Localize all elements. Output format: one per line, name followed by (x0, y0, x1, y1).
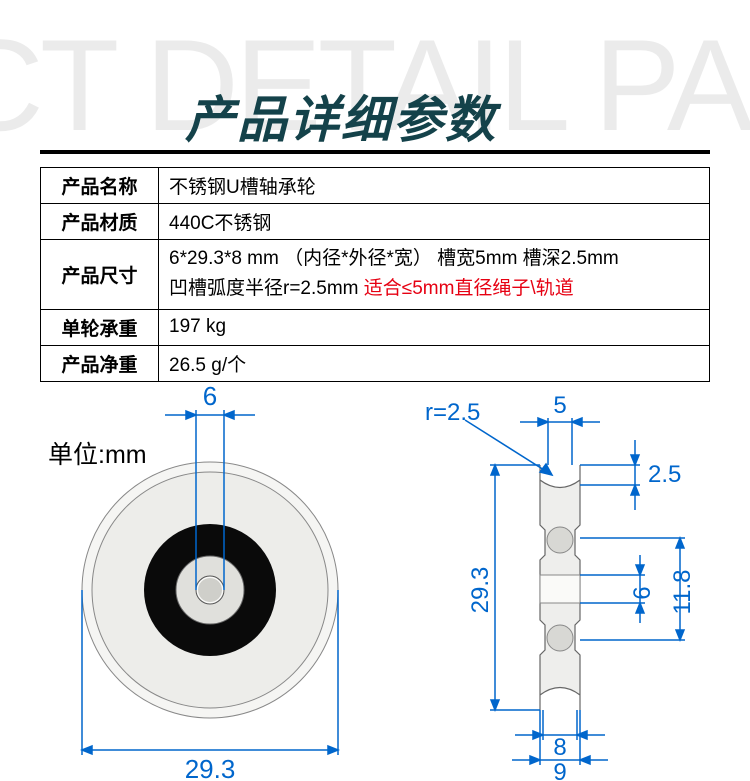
spec-label: 产品名称 (41, 168, 159, 204)
table-row: 产品尺寸 6*29.3*8 mm （内径*外径*宽） 槽宽5mm 槽深2.5mm… (41, 240, 710, 310)
dim-groove-d: 2.5 (648, 461, 681, 488)
spec-value: 440C不锈钢 (159, 204, 710, 240)
dim-radius: r=2.5 (425, 399, 480, 426)
page-title: 产品详细参数 (185, 80, 497, 152)
dim-width-outer: 9 (553, 759, 566, 780)
front-view (82, 462, 338, 718)
table-row: 产品名称 不锈钢U槽轴承轮 (41, 168, 710, 204)
dim-bore: 6 (629, 586, 656, 599)
spec-table: 产品名称 不锈钢U槽轴承轮 产品材质 440C不锈钢 产品尺寸 6*29.3*8… (40, 167, 710, 382)
spec-label: 产品尺寸 (41, 240, 159, 310)
spec-label: 单轮承重 (41, 309, 159, 345)
size-line2a: 凹槽弧度半径r=2.5mm (169, 278, 364, 299)
technical-diagram: 6 29.3 (0, 380, 750, 780)
table-row: 单轮承重 197 kg (41, 309, 710, 345)
dim-partial-h: 11.8 (669, 570, 696, 615)
side-view (540, 465, 580, 710)
size-compat: 适合≤5mm直径绳子\轨道 (364, 278, 574, 299)
spec-value: 197 kg (159, 309, 710, 345)
spec-value: 不锈钢U槽轴承轮 (159, 168, 710, 204)
size-line1: 6*29.3*8 mm （内径*外径*宽） 槽宽5mm 槽深2.5mm (169, 248, 619, 269)
spec-label: 产品材质 (41, 204, 159, 240)
spec-value: 6*29.3*8 mm （内径*外径*宽） 槽宽5mm 槽深2.5mm 凹槽弧度… (159, 240, 710, 310)
spec-label: 产品净重 (41, 345, 159, 381)
dim-width-inner: 8 (553, 734, 566, 761)
dim-groove-w: 5 (553, 392, 566, 419)
spec-value: 26.5 g/个 (159, 345, 710, 381)
dim-height: 29.3 (467, 567, 494, 614)
table-row: 产品材质 440C不锈钢 (41, 204, 710, 240)
dim-outer: 29.3 (185, 754, 236, 780)
table-row: 产品净重 26.5 g/个 (41, 345, 710, 381)
title-divider (40, 150, 710, 154)
dim-inner: 6 (203, 381, 217, 411)
